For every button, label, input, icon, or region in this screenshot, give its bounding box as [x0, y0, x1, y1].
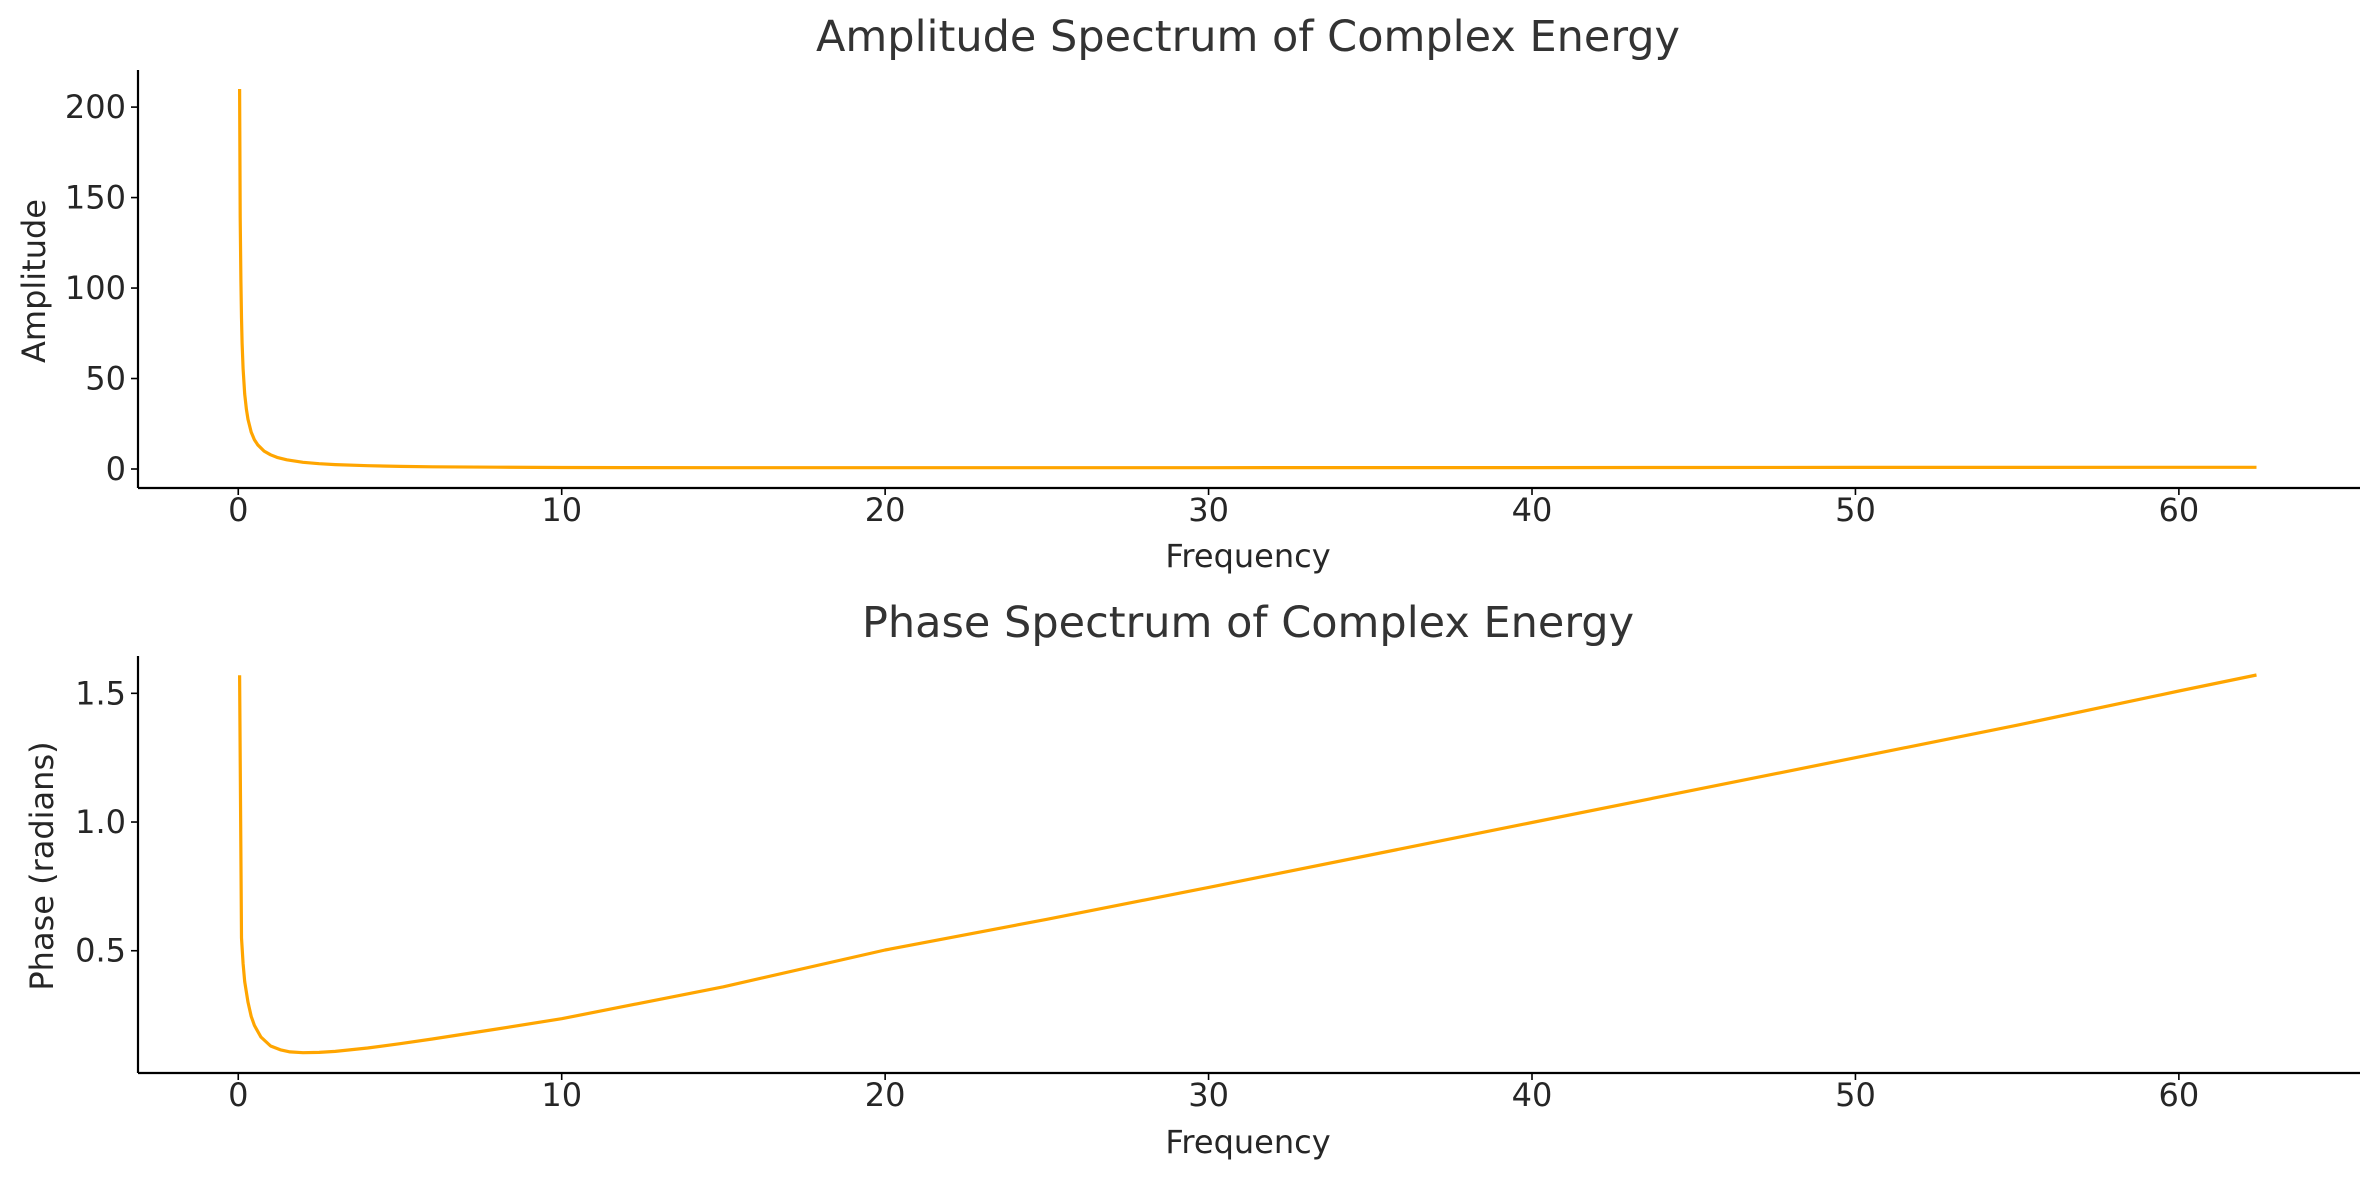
x-axis-label: Frequency	[1165, 1123, 1330, 1161]
x-tick-label: 10	[541, 1076, 582, 1114]
x-tick-label: 50	[1835, 491, 1876, 529]
y-tick-label: 150	[65, 179, 126, 217]
x-tick-label: 60	[2159, 1076, 2200, 1114]
x-tick-label: 20	[865, 1076, 906, 1114]
phase-chart-panel: Phase Spectrum of Complex Energy Frequen…	[23, 598, 2360, 1161]
x-tick-label: 0	[228, 1076, 248, 1114]
series-line	[238, 88, 2257, 470]
x-tick-label: 30	[1188, 1076, 1229, 1114]
y-tick-label: 0	[106, 450, 126, 488]
y-tick-label: 50	[85, 360, 126, 398]
y-tick-label: 200	[65, 88, 126, 126]
y-tick-label: 1.5	[75, 674, 126, 712]
y-tick-label: 1.0	[75, 803, 126, 841]
y-tick-label: 100	[65, 269, 126, 307]
x-axis-label: Frequency	[1165, 537, 1330, 575]
x-tick-label: 30	[1188, 491, 1229, 529]
x-tick-label: 10	[541, 491, 582, 529]
y-tick-label: 0.5	[75, 932, 126, 970]
x-tick-label: 40	[1512, 1076, 1553, 1114]
chart-title: Phase Spectrum of Complex Energy	[862, 598, 1634, 648]
y-axis-label: Phase (radians)	[23, 741, 61, 990]
x-tick-label: 50	[1835, 1076, 1876, 1114]
x-tick-label: 20	[865, 491, 906, 529]
chart-title: Amplitude Spectrum of Complex Energy	[816, 12, 1680, 62]
amplitude-chart-panel: Amplitude Spectrum of Complex Energy Fre…	[15, 12, 2360, 575]
y-axis-label: Amplitude	[15, 199, 53, 363]
x-tick-label: 40	[1512, 491, 1553, 529]
x-tick-label: 60	[2159, 491, 2200, 529]
x-tick-label: 0	[228, 491, 248, 529]
series-line	[238, 673, 2257, 1055]
